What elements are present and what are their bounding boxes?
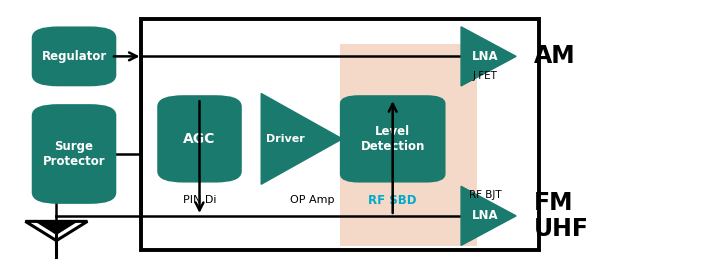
Text: Driver: Driver (266, 134, 305, 144)
FancyBboxPatch shape (34, 28, 114, 85)
FancyBboxPatch shape (159, 97, 240, 181)
Text: J FET: J FET (472, 71, 498, 81)
Text: AGC: AGC (183, 132, 216, 146)
Polygon shape (461, 27, 516, 86)
Text: Regulator: Regulator (42, 50, 106, 63)
Polygon shape (37, 221, 76, 234)
Text: FM
UHF: FM UHF (534, 191, 589, 241)
Text: PIN Di: PIN Di (183, 195, 216, 205)
Text: Surge
Protector: Surge Protector (43, 140, 105, 168)
Text: Level
Detection: Level Detection (360, 125, 425, 153)
Polygon shape (461, 186, 516, 245)
Text: OP Amp: OP Amp (290, 195, 335, 205)
Text: LNA: LNA (472, 50, 498, 63)
FancyBboxPatch shape (342, 97, 444, 181)
FancyBboxPatch shape (340, 44, 477, 246)
Text: RF SBD: RF SBD (369, 194, 417, 207)
Text: LNA: LNA (472, 209, 498, 222)
Text: AM: AM (534, 44, 575, 68)
Polygon shape (261, 94, 343, 184)
FancyBboxPatch shape (34, 106, 114, 202)
Text: RF BJT: RF BJT (469, 190, 501, 200)
